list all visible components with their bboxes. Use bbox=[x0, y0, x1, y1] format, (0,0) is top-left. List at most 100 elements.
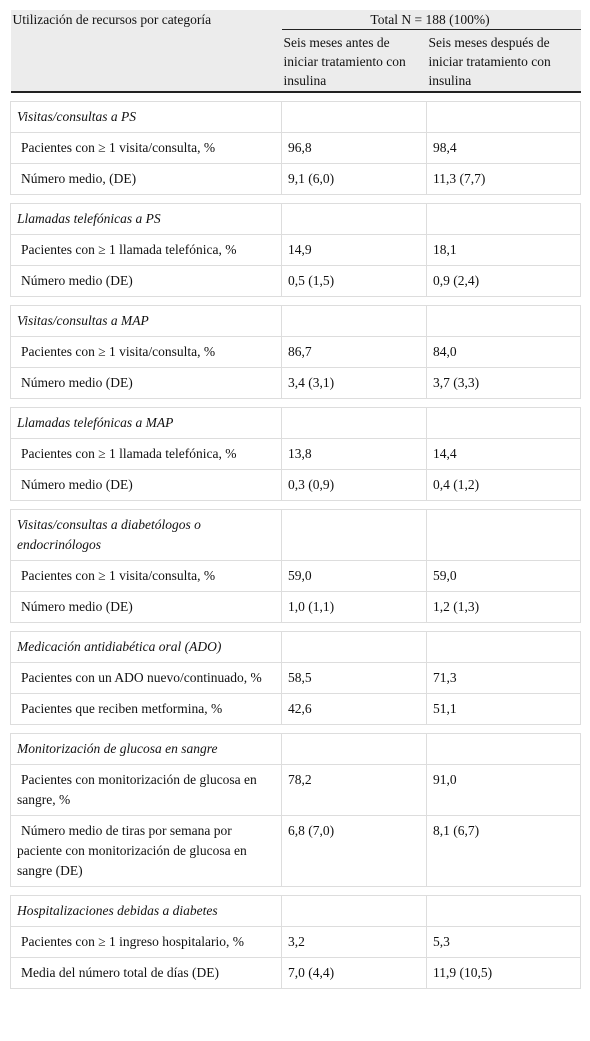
empty-cell bbox=[426, 407, 581, 439]
section-row: Visitas/consultas a MAP bbox=[10, 305, 581, 337]
empty-cell bbox=[426, 733, 581, 765]
row-label: Pacientes con ≥ 1 llamada telefónica, % bbox=[10, 438, 282, 470]
after-value: 71,3 bbox=[426, 662, 581, 694]
section-title: Llamadas telefónicas a PS bbox=[10, 203, 282, 235]
row-label: Número medio de tiras por semana por pac… bbox=[10, 815, 282, 887]
section-title: Visitas/consultas a diabetólogos o endoc… bbox=[10, 509, 282, 561]
spacer-row bbox=[10, 622, 581, 632]
data-row: Número medio (DE) 0,5 (1,5) 0,9 (2,4) bbox=[10, 265, 581, 297]
before-value: 0,3 (0,9) bbox=[281, 469, 427, 501]
spacer-cell bbox=[10, 194, 581, 204]
data-row: Número medio de tiras por semana por pac… bbox=[10, 815, 581, 887]
row-label: Número medio (DE) bbox=[10, 469, 282, 501]
before-value: 78,2 bbox=[281, 764, 427, 816]
spacer-row bbox=[10, 296, 581, 306]
after-value: 18,1 bbox=[426, 234, 581, 266]
after-value: 98,4 bbox=[426, 132, 581, 164]
section-row: Llamadas telefónicas a MAP bbox=[10, 407, 581, 439]
empty-cell bbox=[281, 631, 427, 663]
before-value: 59,0 bbox=[281, 560, 427, 592]
row-label: Número medio (DE) bbox=[10, 367, 282, 399]
after-value: 91,0 bbox=[426, 764, 581, 816]
empty-cell bbox=[281, 407, 427, 439]
spacer-row bbox=[10, 724, 581, 734]
before-value: 58,5 bbox=[281, 662, 427, 694]
before-value: 96,8 bbox=[281, 132, 427, 164]
row-label: Número medio (DE) bbox=[10, 591, 282, 623]
total-header: Total N = 188 (100%) bbox=[281, 10, 581, 30]
spacer-row bbox=[10, 194, 581, 204]
after-header: Seis meses después de iniciar tratamient… bbox=[426, 29, 581, 93]
spacer-row bbox=[10, 398, 581, 408]
row-label: Número medio, (DE) bbox=[10, 163, 282, 195]
before-value: 9,1 (6,0) bbox=[281, 163, 427, 195]
after-value: 0,4 (1,2) bbox=[426, 469, 581, 501]
empty-cell bbox=[281, 101, 427, 133]
resource-table: Utilización de recursos por categoría To… bbox=[10, 10, 581, 989]
section-row: Visitas/consultas a PS bbox=[10, 101, 581, 133]
row-label: Pacientes con ≥ 1 llamada telefónica, % bbox=[10, 234, 282, 266]
data-row: Media del número total de días (DE) 7,0 (… bbox=[10, 957, 581, 989]
section-title: Hospitalizaciones debidas a diabetes bbox=[10, 895, 282, 927]
after-value: 84,0 bbox=[426, 336, 581, 368]
after-value: 8,1 (6,7) bbox=[426, 815, 581, 887]
after-value: 59,0 bbox=[426, 560, 581, 592]
row-label: Número medio (DE) bbox=[10, 265, 282, 297]
table-body: Visitas/consultas a PS Pacientes con ≥ 1 … bbox=[10, 91, 581, 989]
before-value: 1,0 (1,1) bbox=[281, 591, 427, 623]
after-value: 5,3 bbox=[426, 926, 581, 958]
after-value: 11,3 (7,7) bbox=[426, 163, 581, 195]
section-row: Hospitalizaciones debidas a diabetes bbox=[10, 895, 581, 927]
after-value: 14,4 bbox=[426, 438, 581, 470]
empty-cell bbox=[426, 509, 581, 561]
data-row: Pacientes con ≥ 1 llamada telefónica, % 1… bbox=[10, 234, 581, 266]
spacer-row bbox=[10, 500, 581, 510]
data-row: Pacientes con un ADO nuevo/continuado, %… bbox=[10, 662, 581, 694]
section-row: Visitas/consultas a diabetólogos o endoc… bbox=[10, 509, 581, 561]
after-value: 11,9 (10,5) bbox=[426, 957, 581, 989]
data-row: Pacientes con ≥ 1 visita/consulta, % 86,7… bbox=[10, 336, 581, 368]
section-row: Medicación antidiabética oral (ADO) bbox=[10, 631, 581, 663]
before-value: 13,8 bbox=[281, 438, 427, 470]
before-value: 0,5 (1,5) bbox=[281, 265, 427, 297]
row-label: Pacientes con ≥ 1 visita/consulta, % bbox=[10, 336, 282, 368]
data-row: Número medio (DE) 1,0 (1,1) 1,2 (1,3) bbox=[10, 591, 581, 623]
empty-cell bbox=[281, 509, 427, 561]
spacer-cell bbox=[10, 500, 581, 510]
data-row: Pacientes con ≥ 1 visita/consulta, % 59,0… bbox=[10, 560, 581, 592]
section-title: Visitas/consultas a PS bbox=[10, 101, 282, 133]
row-label: Pacientes con ≥ 1 visita/consulta, % bbox=[10, 132, 282, 164]
empty-cell bbox=[281, 895, 427, 927]
row-label: Pacientes con un ADO nuevo/continuado, % bbox=[10, 662, 282, 694]
data-row: Número medio, (DE) 9,1 (6,0) 11,3 (7,7) bbox=[10, 163, 581, 195]
before-value: 6,8 (7,0) bbox=[281, 815, 427, 887]
data-row: Pacientes que reciben metformina, % 42,6 5… bbox=[10, 693, 581, 725]
row-label: Media del número total de días (DE) bbox=[10, 957, 282, 989]
category-header: Utilización de recursos por categoría bbox=[10, 10, 282, 93]
section-row: Monitorización de glucosa en sangre bbox=[10, 733, 581, 765]
spacer-cell bbox=[10, 724, 581, 734]
section-row: Llamadas telefónicas a PS bbox=[10, 203, 581, 235]
after-value: 51,1 bbox=[426, 693, 581, 725]
before-header: Seis meses antes de iniciar tratamiento … bbox=[281, 29, 427, 93]
before-value: 7,0 (4,4) bbox=[281, 957, 427, 989]
spacer-cell bbox=[10, 622, 581, 632]
section-title: Monitorización de glucosa en sangre bbox=[10, 733, 282, 765]
data-row: Pacientes con ≥ 1 ingreso hospitalario, … bbox=[10, 926, 581, 958]
empty-cell bbox=[281, 305, 427, 337]
before-value: 42,6 bbox=[281, 693, 427, 725]
spacer-cell bbox=[10, 296, 581, 306]
empty-cell bbox=[281, 733, 427, 765]
section-title: Medicación antidiabética oral (ADO) bbox=[10, 631, 282, 663]
empty-cell bbox=[426, 101, 581, 133]
row-label: Pacientes con ≥ 1 ingreso hospitalario, … bbox=[10, 926, 282, 958]
spacer-row bbox=[10, 886, 581, 896]
data-row: Número medio (DE) 3,4 (3,1) 3,7 (3,3) bbox=[10, 367, 581, 399]
row-label: Pacientes con monitorización de glucosa … bbox=[10, 764, 282, 816]
after-value: 0,9 (2,4) bbox=[426, 265, 581, 297]
table-header: Utilización de recursos por categoría To… bbox=[10, 10, 581, 93]
row-label: Pacientes con ≥ 1 visita/consulta, % bbox=[10, 560, 282, 592]
empty-cell bbox=[426, 203, 581, 235]
before-value: 14,9 bbox=[281, 234, 427, 266]
